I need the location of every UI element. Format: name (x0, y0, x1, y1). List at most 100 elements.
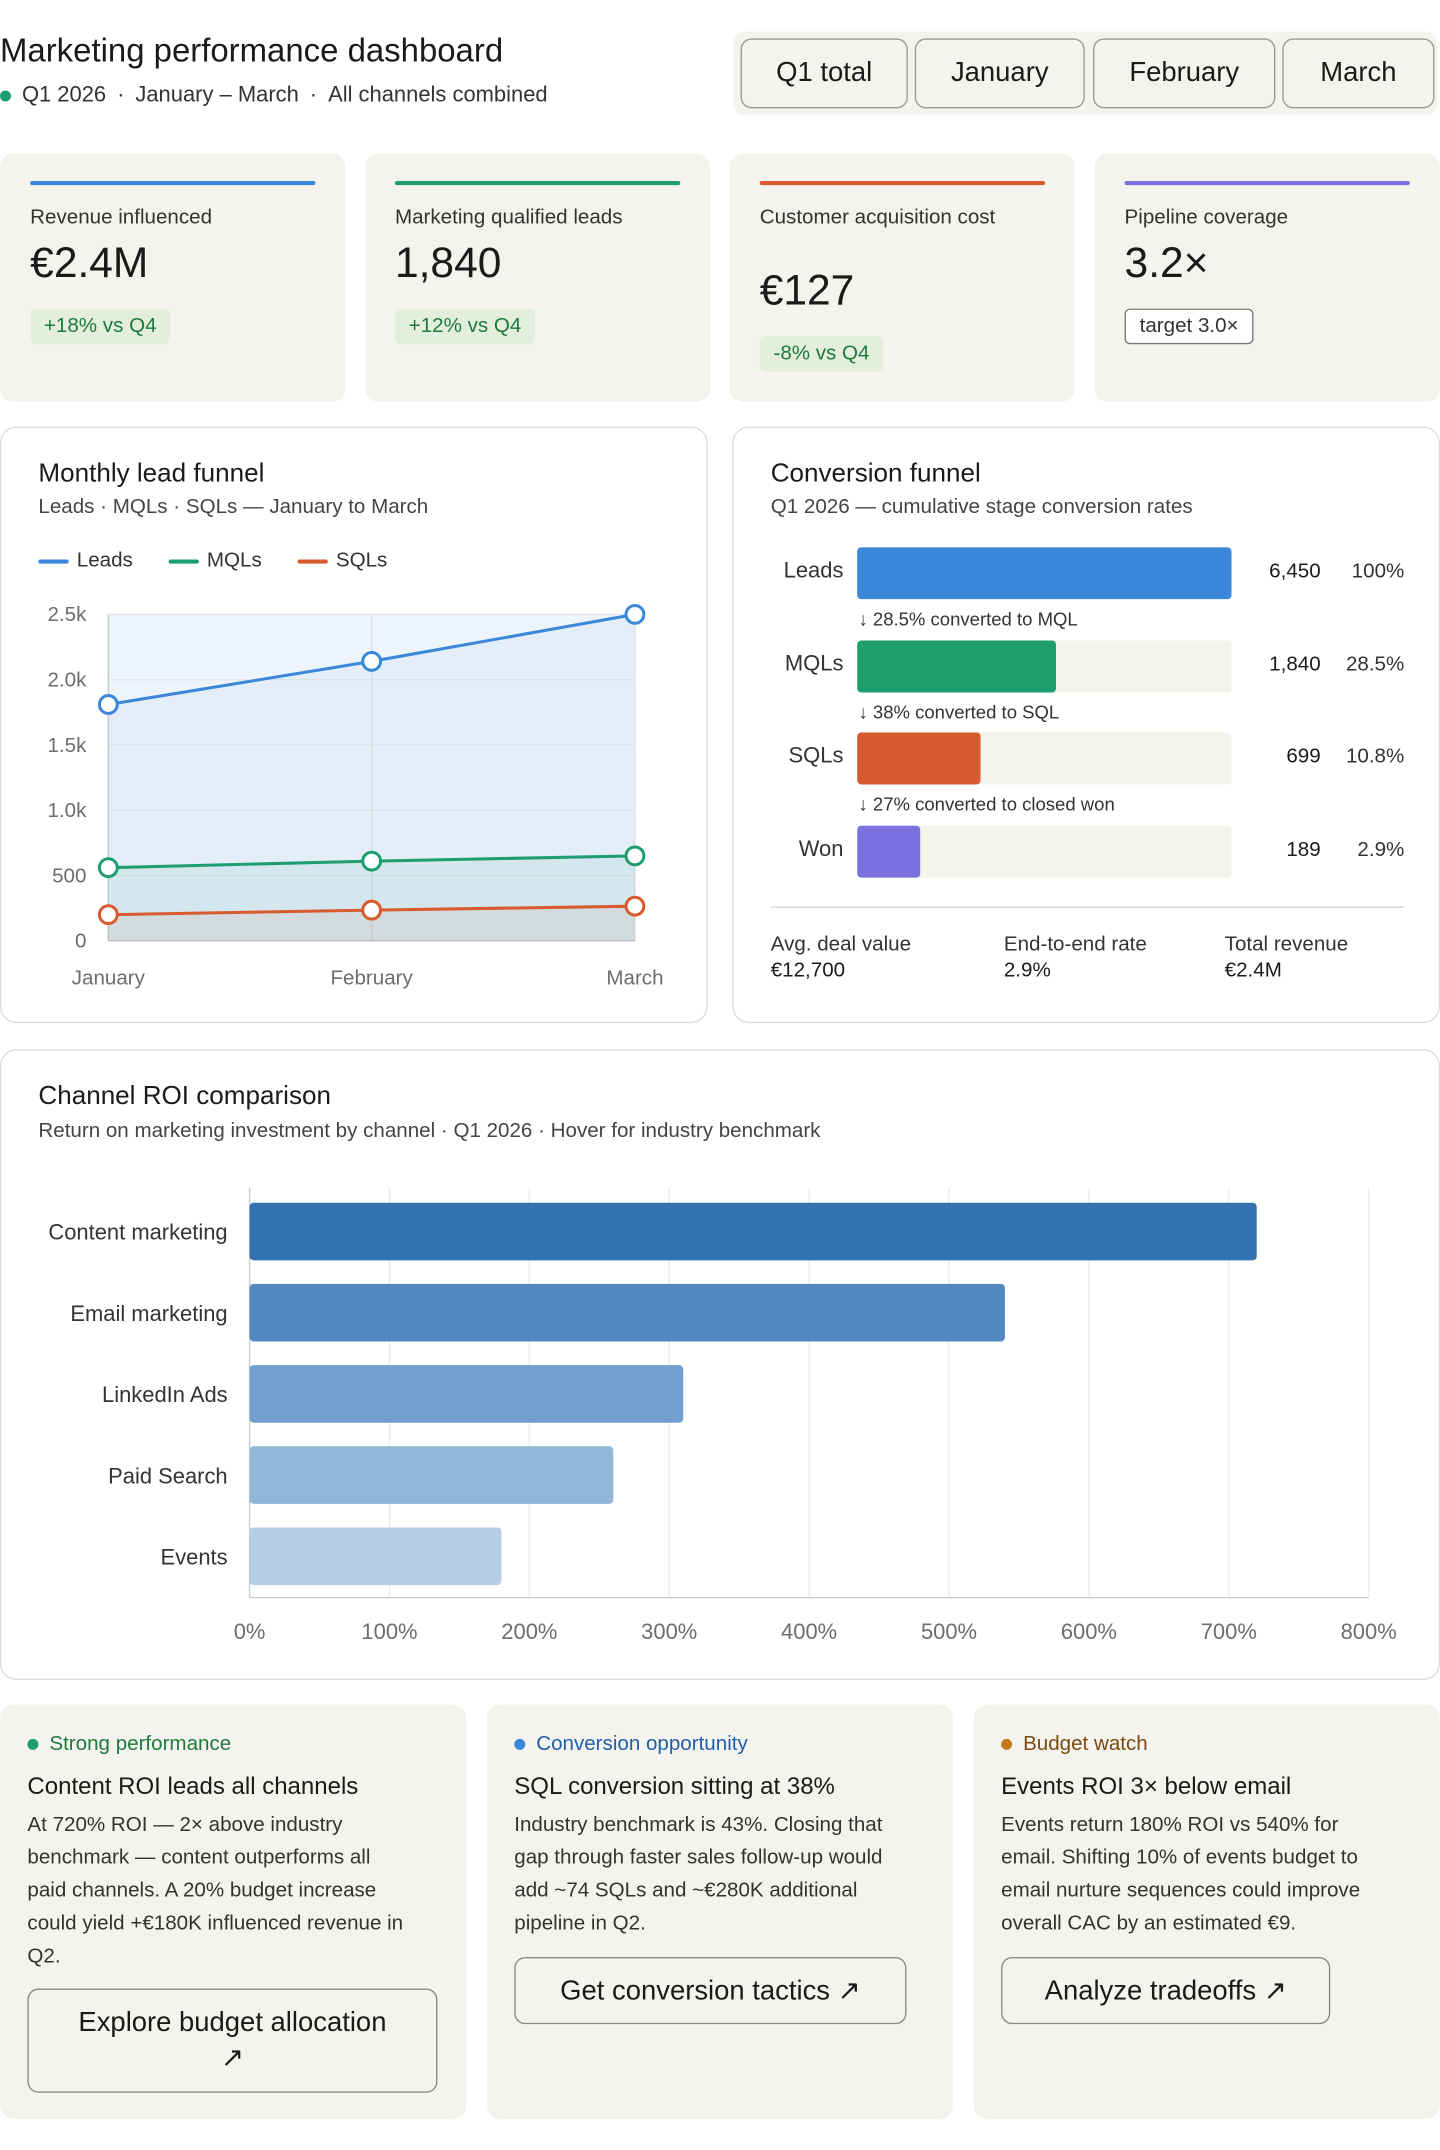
kpi-accent-bar (1124, 181, 1410, 186)
tab-january[interactable]: January (914, 38, 1085, 109)
funnel-row-won[interactable]: Won 189 2.9% (734, 825, 1404, 878)
funnel-divider (770, 906, 1405, 908)
legend-item-sqls[interactable]: SQLs (297, 549, 387, 572)
insight-tag-label: Strong performance (49, 1732, 232, 1756)
funnel-percent: 10.8% (1345, 744, 1405, 768)
conversion-tactics-button[interactable]: Get conversion tactics ↗ (514, 1956, 907, 2025)
kpi-accent-bar (759, 181, 1046, 186)
scope-label: All channels combined (328, 83, 548, 107)
x-tick-label: 500% (921, 1619, 977, 1644)
analyze-tradeoffs-button[interactable]: Analyze tradeoffs ↗ (1001, 1956, 1331, 2025)
funnel-stage-label: MQLs (784, 652, 844, 677)
kpi-value: €127 (759, 266, 855, 315)
funnel-track (857, 640, 1232, 693)
stat-value: €2.4M (1224, 958, 1282, 982)
status-dot (514, 1738, 526, 1750)
funnel-track (857, 547, 1232, 600)
series-area (108, 906, 635, 941)
funnel-row-sqls[interactable]: SQLs 699 10.8% (734, 732, 1404, 785)
insight-card-budget: Budget watch Events ROI 3× below email E… (973, 1704, 1440, 2119)
kpi-value: 1,840 (394, 238, 502, 287)
conversion-subtitle: Q1 2026 — cumulative stage conversion ra… (770, 495, 1193, 519)
y-tick-label: 1.5k (48, 734, 88, 757)
kpi-card-mql: Marketing qualified leads 1,840 +12% vs … (364, 153, 711, 501)
funnel-percent: 2.9% (1357, 837, 1405, 862)
x-tick-label: 700% (1201, 1619, 1257, 1644)
funnel-row-leads[interactable]: Leads 6,450 100% (734, 547, 1404, 600)
data-point (624, 845, 646, 867)
x-tick-label: January (72, 967, 146, 990)
x-tick-label: 0% (234, 1619, 266, 1644)
insight-card-strong: Strong performance Content ROI leads all… (0, 1704, 467, 2119)
category-label: Paid Search (108, 1463, 228, 1488)
data-point (624, 895, 646, 917)
insight-line: gap through faster sales follow-up would (514, 1845, 883, 1870)
insight-line: At 720% ROI — 2× above industry (27, 1812, 343, 1837)
kpi-label: Marketing qualified leads (394, 205, 623, 230)
legend-label: MQLs (206, 548, 262, 572)
roi-bar (249, 1527, 502, 1586)
separator-dot: · (117, 83, 125, 107)
funnel-track (857, 732, 1232, 785)
x-tick-label: 200% (501, 1619, 557, 1644)
category-label: LinkedIn Ads (102, 1382, 228, 1407)
insight-card-opportunity: Conversion opportunity SQL conversion si… (486, 1704, 954, 2119)
data-point (361, 850, 383, 872)
legend-item-leads[interactable]: Leads (38, 548, 133, 572)
insight-line: email nurture sequences could improve (1001, 1878, 1361, 1903)
kpi-value: 3.2× (1124, 238, 1209, 287)
insight-body: At 720% ROI — 2× above industry benchmar… (27, 1809, 403, 1974)
insight-body: Industry benchmark is 43%. Closing that … (514, 1809, 882, 1941)
legend-label: Leads (76, 548, 133, 572)
range-label: January – March (135, 83, 299, 107)
funnel-percent: 28.5% (1345, 652, 1405, 677)
conversion-funnel-card: Conversion funnel Q1 2026 — cumulative s… (732, 426, 1440, 1025)
data-point (361, 899, 383, 921)
funnel-row-mqls[interactable]: MQLs 1,840 28.5% (734, 640, 1404, 693)
insight-line: email. Shifting 10% of events budget to (1001, 1845, 1358, 1870)
kpi-change-badge: +12% vs Q4 (394, 308, 536, 345)
funnel-count: 699 (1286, 744, 1321, 768)
roi-bar (249, 1365, 684, 1423)
insight-tag: Strong performance (27, 1732, 231, 1755)
legend-item-mqls[interactable]: MQLs (168, 548, 262, 572)
x-tick-label: 600% (1061, 1619, 1117, 1644)
tab-q1-total[interactable]: Q1 total (740, 38, 908, 109)
lead-line-chart: 0 500 1.0k 1.5k 2.0k 2.5k January February March (48, 603, 664, 990)
legend-label: SQLs (335, 548, 388, 572)
funnel-stage-label: Leads (783, 559, 844, 583)
kpi-card-pipeline: Pipeline coverage 3.2× target 3.0× (1094, 153, 1440, 501)
category-label: Events (161, 1544, 228, 1569)
funnel-stage-label: Won (798, 837, 844, 862)
stat-label: Avg. deal value (770, 932, 912, 956)
stat-label: Total revenue (1224, 932, 1349, 956)
insight-tag: Conversion opportunity (514, 1732, 748, 1755)
y-tick-label: 0 (75, 930, 86, 953)
category-label: Email marketing (70, 1301, 227, 1326)
kpi-change-badge: +18% vs Q4 (30, 308, 171, 345)
funnel-bar (857, 547, 1232, 600)
insight-line: Q2. (27, 1944, 61, 1968)
tab-march[interactable]: March (1282, 38, 1435, 109)
funnel-bar (857, 640, 1056, 693)
insight-tag: Budget watch (1001, 1732, 1148, 1755)
insight-tag-label: Budget watch (1023, 1732, 1148, 1756)
kpi-label: Customer acquisition cost (759, 205, 996, 230)
funnel-count: 1,840 (1269, 652, 1321, 677)
explore-budget-button[interactable]: Explore budget allocation ↗ (27, 1988, 438, 2093)
page-title: Marketing performance dashboard (0, 32, 504, 70)
kpi-accent-bar (394, 181, 681, 186)
conversion-title: Conversion funnel (770, 459, 981, 489)
kpi-change-badge: -8% vs Q4 (759, 335, 884, 372)
live-status-dot (0, 90, 11, 102)
funnel-stage-label: SQLs (788, 744, 844, 768)
roi-bar (249, 1283, 1005, 1342)
tab-february[interactable]: February (1093, 38, 1276, 109)
funnel-rows: Leads 6,450 100% ↓ 28.5% converted to MQ… (734, 428, 1440, 1025)
funnel-percent: 100% (1351, 559, 1405, 583)
kpi-label: Pipeline coverage (1124, 205, 1289, 230)
insight-line: Industry benchmark is 43%. Closing that (514, 1812, 883, 1837)
lead-chart-title: Monthly lead funnel (38, 459, 265, 489)
data-point (97, 904, 119, 926)
legend-swatch (168, 558, 199, 564)
